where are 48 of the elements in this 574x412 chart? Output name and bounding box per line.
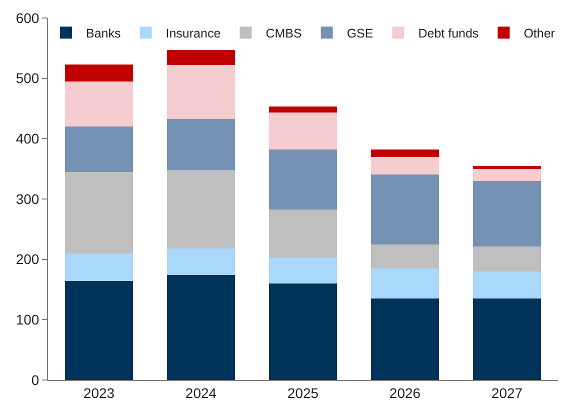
bar	[370, 156, 440, 174]
x-tick-label: 2027	[491, 384, 523, 401]
legend-label: Banks	[86, 26, 121, 40]
bar	[64, 64, 134, 82]
bar	[370, 244, 440, 268]
y-tick-label: 500	[16, 70, 40, 86]
bar	[472, 246, 542, 272]
bar	[472, 271, 542, 299]
y-tick-label: 200	[16, 251, 40, 268]
bar	[268, 209, 338, 258]
bar	[370, 174, 440, 244]
bar	[472, 180, 542, 247]
legend-label: Debt funds	[418, 26, 479, 40]
bar	[472, 166, 542, 169]
x-tick-label: 2023	[83, 384, 115, 401]
bar	[268, 150, 338, 210]
legend-label: Other	[524, 26, 555, 40]
bar	[166, 65, 236, 119]
bar	[268, 112, 338, 150]
y-tick-label: 400	[16, 130, 40, 147]
bar	[166, 118, 236, 170]
y-tick-label: 300	[16, 190, 40, 207]
bar	[370, 298, 440, 380]
legend-label: CMBS	[266, 26, 302, 40]
bar	[472, 298, 542, 380]
x-tick-label: 2026	[389, 384, 421, 401]
bar	[268, 283, 338, 380]
legend-label: GSE	[346, 26, 374, 40]
y-tick-label: 600	[16, 10, 40, 26]
bar	[64, 281, 134, 380]
bar	[472, 168, 542, 181]
bar	[166, 275, 236, 380]
bar	[268, 258, 338, 284]
bar	[64, 172, 134, 254]
bar	[166, 50, 236, 66]
bar	[370, 150, 440, 157]
y-tick-label: 100	[16, 312, 40, 328]
bar	[166, 170, 236, 248]
x-tick-label: 2024	[185, 384, 217, 401]
bar	[166, 248, 236, 276]
bar	[370, 268, 440, 299]
x-tick-label: 2025	[287, 384, 319, 401]
bar	[64, 126, 134, 172]
legend-label: Insurance	[166, 26, 221, 40]
bar	[268, 106, 338, 113]
bar	[64, 253, 134, 282]
bar	[64, 81, 134, 127]
y-tick-label: 0	[31, 372, 40, 388]
